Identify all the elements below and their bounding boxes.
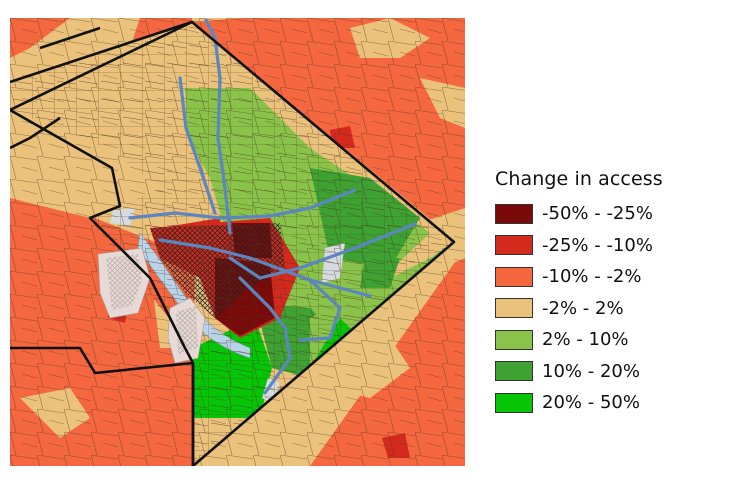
- legend-label: -2% - 2%: [542, 297, 624, 319]
- legend-label: 20% - 50%: [542, 392, 640, 414]
- legend-swatch: [495, 361, 533, 382]
- legend-item: -2% - 2%: [495, 293, 725, 325]
- legend-item: 2% - 10%: [495, 324, 725, 356]
- legend-label: -25% - -10%: [542, 234, 653, 256]
- legend-label: 2% - 10%: [542, 329, 629, 351]
- boundaries: [10, 20, 456, 466]
- legend-item: 20% - 50%: [495, 387, 725, 419]
- legend-swatch: [495, 298, 533, 319]
- legend-item: -10% - -2%: [495, 261, 725, 293]
- legend-swatch: [495, 203, 533, 224]
- legend-swatch: [495, 266, 533, 287]
- legend-title: Change in access: [495, 168, 663, 190]
- legend-label: 10% - 20%: [542, 360, 640, 382]
- access-change-map: [10, 18, 465, 466]
- transit-lines: [128, 18, 417, 395]
- legend-item: -25% - -10%: [495, 230, 725, 262]
- legend-swatch: [495, 235, 533, 256]
- legend-item: 10% - 20%: [495, 356, 725, 388]
- map-legend: Change in access -50% - -25% -25% - -10% -…: [495, 168, 725, 419]
- legend-swatch: [495, 392, 533, 413]
- legend-label: -50% - -25%: [542, 203, 653, 225]
- legend-label: -10% - -2%: [542, 266, 642, 288]
- legend-item: -50% - -25%: [495, 198, 725, 230]
- legend-swatch: [495, 329, 533, 350]
- legend-items: -50% - -25% -25% - -10% -10% - -2% -2% - 2%…: [495, 198, 725, 419]
